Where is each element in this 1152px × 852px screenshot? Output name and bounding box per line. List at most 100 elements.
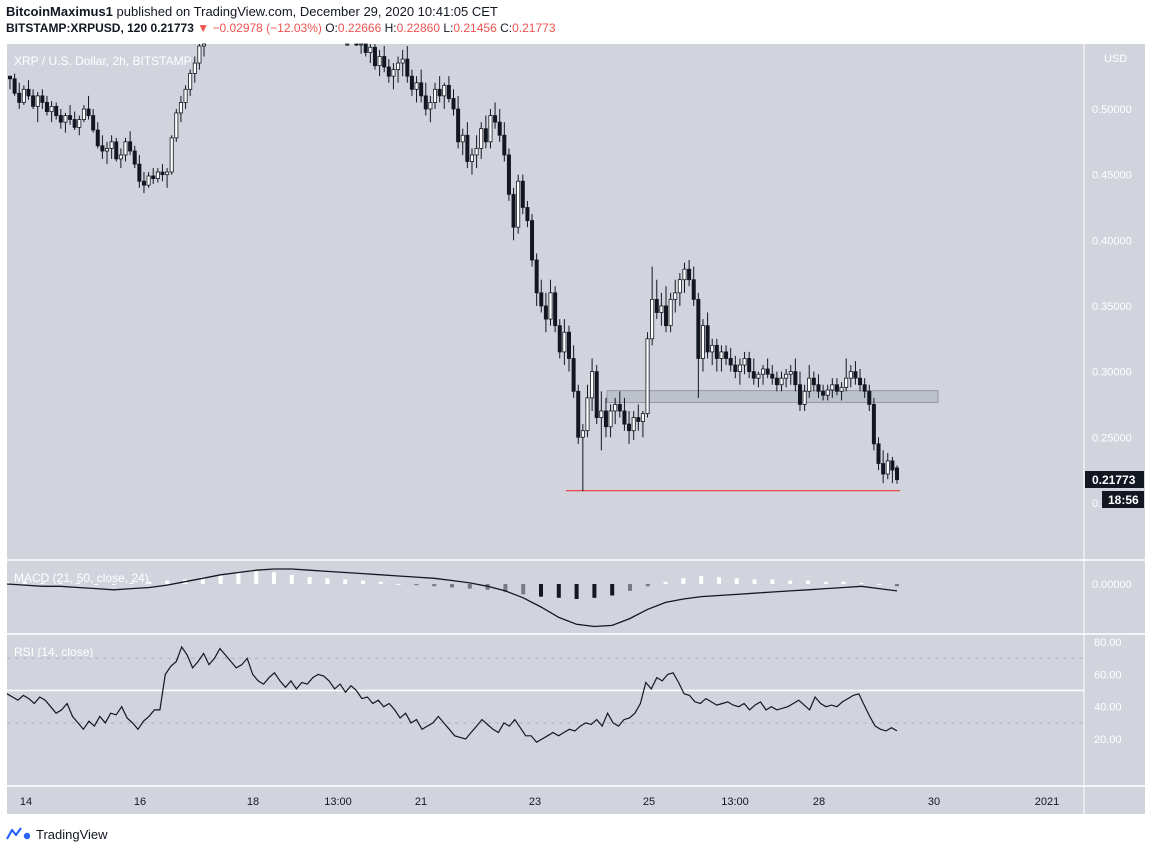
candle-down	[493, 115, 498, 123]
last-price-marker: 0.21773 18:56	[1085, 471, 1144, 508]
candle-down	[446, 84, 451, 99]
candle-down	[68, 115, 73, 120]
candle-up	[631, 417, 636, 432]
candle-down	[687, 268, 692, 281]
time-axis-ticks: 14 16 18 13:00 21 23 25 13:00 28 30 2021	[20, 796, 1059, 808]
candle-down	[530, 220, 535, 261]
chart-area[interactable]: XRP / U.S. Dollar, 2h, BITSTAMP USD 0.50…	[0, 0, 1152, 820]
candle-down	[17, 92, 22, 103]
macd-histogram-bar	[40, 582, 45, 584]
low-value: 0.21456	[453, 21, 497, 35]
macd-histogram-bar	[717, 577, 721, 584]
candle-down	[423, 95, 428, 110]
candle-down	[502, 134, 507, 156]
macd-histogram-bar	[841, 581, 846, 584]
candle-up	[650, 298, 655, 340]
candle-up	[178, 102, 183, 114]
candle-down	[363, 43, 368, 53]
time-tick-label: 23	[529, 796, 541, 808]
macd-histogram-bar	[272, 572, 276, 584]
candle-up	[590, 371, 595, 399]
candle-down	[141, 180, 146, 186]
candle-down	[774, 377, 779, 386]
price-tick-label: 0.45000	[1092, 170, 1132, 182]
rsi-tick-label: 20.00	[1094, 734, 1122, 746]
candle-up	[197, 45, 202, 64]
candle-up	[146, 175, 151, 186]
macd-histogram-bar	[254, 571, 259, 584]
candle-down	[724, 351, 729, 359]
macd-histogram-bar	[76, 582, 81, 584]
tradingview-logo-icon	[6, 827, 31, 840]
candle-down	[811, 377, 816, 386]
candle-up	[81, 108, 86, 120]
candle-up	[49, 105, 54, 113]
candle-up	[710, 344, 715, 353]
macd-histogram-bar	[681, 578, 686, 584]
candle-down	[862, 384, 867, 392]
candle-up	[345, 43, 350, 46]
candle-down	[728, 358, 733, 366]
candle-up	[844, 377, 849, 388]
candle-up	[885, 460, 890, 475]
candle-up	[63, 115, 68, 123]
candle-down	[506, 154, 511, 195]
macd-histogram-bar	[699, 575, 704, 584]
macd-histogram-bar	[236, 572, 241, 584]
candle-up	[613, 404, 618, 412]
price-tick-label: 0.30000	[1092, 367, 1132, 379]
candle-up	[400, 58, 405, 64]
candle-down	[7, 75, 12, 80]
rsi-line	[6, 645, 898, 743]
candle-down	[765, 368, 770, 375]
time-tick-label: 28	[813, 796, 825, 808]
macd-histogram-bar	[289, 574, 294, 584]
candle-down	[91, 115, 96, 131]
candle-down	[747, 358, 752, 373]
candle-up	[825, 389, 830, 396]
candle-up	[442, 84, 447, 97]
candle-down	[58, 115, 63, 123]
candle-up	[183, 88, 188, 103]
published-text: published on TradingView.com, December 2…	[116, 4, 498, 19]
rsi-tick-label: 40.00	[1094, 702, 1122, 714]
candle-up	[580, 430, 585, 438]
candle-down	[386, 66, 391, 77]
candle-down	[128, 141, 133, 152]
macd-label: MACD (21, 50, close, 24)	[14, 571, 149, 585]
low-label: L:	[443, 21, 454, 35]
candle-down	[576, 390, 581, 438]
macd-histogram-bar	[788, 580, 793, 584]
footer: TradingView	[6, 822, 108, 846]
candle-down	[816, 384, 821, 392]
macd-histogram-bar	[325, 578, 330, 584]
candle-down	[895, 467, 900, 481]
publication-line: BitcoinMaximus1 published on TradingView…	[6, 4, 498, 19]
resistance-zone[interactable]	[606, 390, 939, 403]
macd-histogram-bar	[521, 584, 526, 595]
candle-down	[95, 129, 100, 147]
candle-up	[659, 305, 664, 313]
candle-up	[474, 147, 479, 156]
candle-up	[719, 351, 724, 359]
macd-histogram-bar	[218, 574, 223, 584]
candle-down	[751, 371, 756, 379]
candle-down	[54, 105, 59, 116]
price-axis-ticks: 0.50000 0.45000 0.40000 0.35000 0.30000 0.250…	[1092, 104, 1132, 510]
candle-up	[359, 43, 364, 46]
macd-histogram-bar	[806, 580, 810, 584]
candle-down	[557, 325, 562, 353]
footer-brand[interactable]: TradingView	[36, 826, 108, 842]
candle-down	[114, 141, 119, 160]
author-name[interactable]: BitcoinMaximus1	[6, 4, 113, 19]
high-value: 0.22860	[396, 21, 441, 35]
macd-histogram-bar	[734, 578, 739, 584]
candle-up	[460, 134, 465, 143]
macd-histogram-bar	[414, 584, 419, 586]
candle-down	[160, 171, 165, 176]
candle-up	[839, 386, 844, 392]
candles-group	[7, 43, 900, 492]
candle-down	[409, 75, 414, 90]
macd-histogram-bar	[361, 580, 365, 584]
candle-up	[645, 338, 650, 415]
